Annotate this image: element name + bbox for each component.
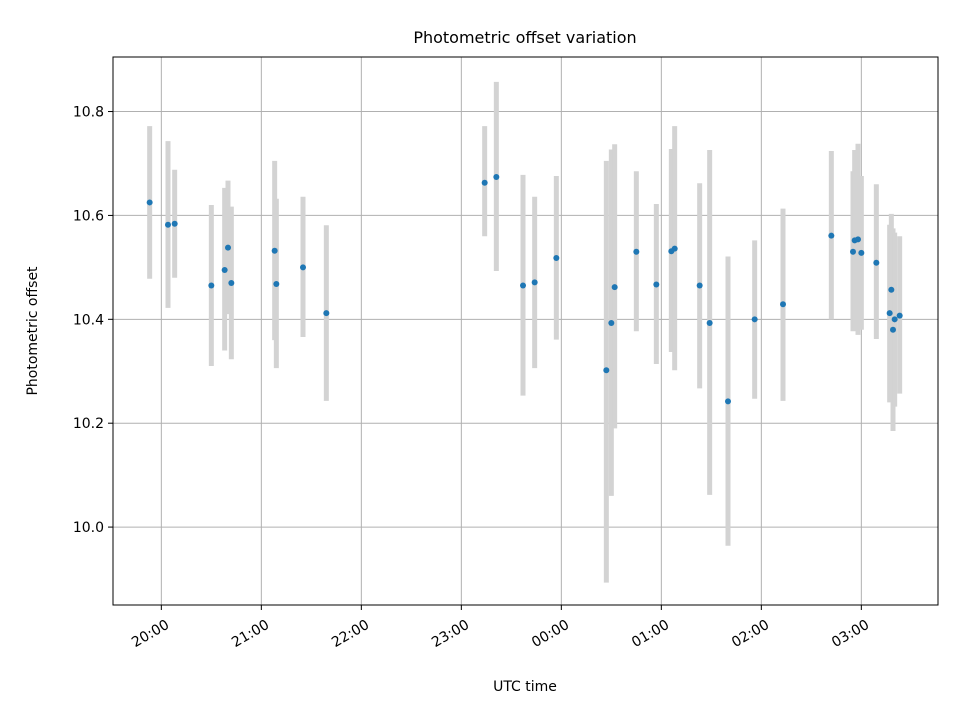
- data-point: [891, 316, 898, 323]
- chart-title: Photometric offset variation: [413, 28, 636, 47]
- data-point: [300, 264, 306, 271]
- data-point: [520, 282, 526, 289]
- data-point: [858, 249, 865, 256]
- data-point: [828, 232, 835, 239]
- data-point: [553, 255, 560, 262]
- data-point: [225, 244, 231, 251]
- point-layer: [146, 173, 903, 405]
- grid-layer: [113, 57, 938, 605]
- data-point: [481, 179, 488, 186]
- data-point: [493, 173, 500, 180]
- data-point: [886, 310, 893, 317]
- y-axis-label: Photometric offset: [25, 266, 41, 396]
- data-point: [323, 310, 330, 317]
- data-point: [850, 248, 856, 255]
- data-point: [873, 259, 880, 266]
- data-point: [221, 266, 228, 273]
- data-point: [653, 281, 660, 288]
- x-axis-label: UTC time: [493, 679, 557, 695]
- data-point: [171, 220, 178, 227]
- data-point: [208, 282, 215, 289]
- data-point: [696, 282, 703, 289]
- data-point: [531, 279, 538, 286]
- data-point: [890, 326, 896, 333]
- data-point: [271, 247, 278, 254]
- data-point: [146, 199, 153, 206]
- data-point: [633, 248, 640, 255]
- data-point: [780, 301, 786, 308]
- y-tick-label: 10.4: [73, 312, 104, 328]
- data-point: [228, 279, 235, 286]
- y-tick-label: 10.6: [73, 208, 104, 224]
- data-point: [165, 221, 171, 228]
- data-point: [671, 245, 678, 252]
- plot-area-frame: [112, 56, 939, 606]
- data-point: [273, 280, 280, 287]
- data-point: [611, 284, 618, 291]
- y-tick-label: 10.8: [73, 105, 104, 121]
- data-point: [855, 236, 861, 243]
- data-point: [725, 398, 731, 405]
- data-point: [888, 286, 895, 293]
- data-point: [603, 367, 610, 374]
- data-point: [896, 312, 903, 319]
- data-point: [706, 319, 713, 326]
- y-tick-label: 10.2: [73, 416, 104, 432]
- y-tick-label: 10.0: [73, 520, 104, 536]
- y-axis-ticks: 10.0 10.2 10.4 10.6 10.8: [73, 105, 113, 536]
- data-point: [608, 319, 615, 326]
- data-point: [751, 316, 758, 323]
